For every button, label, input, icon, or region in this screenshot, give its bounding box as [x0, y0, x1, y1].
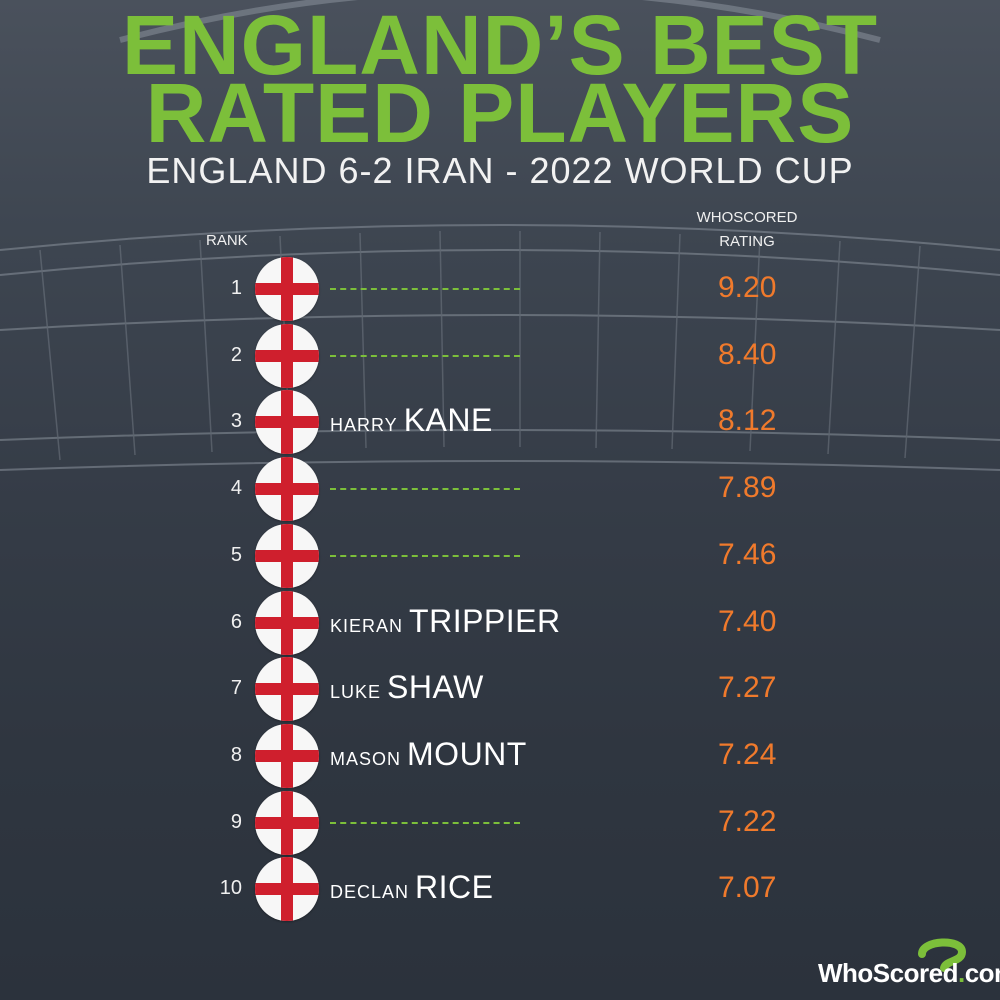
england-flag-icon — [255, 257, 319, 321]
player-rating: 7.40 — [718, 605, 777, 638]
player-rating: 7.07 — [718, 871, 777, 904]
rank-number: 4 — [230, 477, 242, 499]
player-first-name: DECLAN — [330, 882, 410, 902]
england-flag-icon — [255, 791, 319, 855]
ranking-row: 4 7.89 — [0, 457, 1000, 523]
player-first-name: KIERAN — [330, 616, 404, 636]
england-flag-icon — [255, 390, 319, 454]
player-name: MASON MOUNT — [330, 736, 527, 773]
logo-wordmark: WhoScored.com — [818, 958, 1000, 989]
england-flag-icon — [255, 857, 319, 921]
player-name: DECLAN RICE — [330, 869, 493, 906]
player-first-name: LUKE — [330, 682, 382, 702]
redacted-name-placeholder — [330, 488, 520, 490]
player-rating: 8.12 — [718, 404, 777, 437]
rank-number: 7 — [230, 677, 242, 699]
logo-dot: . — [957, 958, 965, 988]
rank-number: 1 — [230, 277, 242, 299]
player-first-name: MASON — [330, 749, 402, 769]
title-line-2: RATED PLAYERS — [145, 66, 855, 160]
rank-number: 5 — [230, 544, 242, 566]
player-last-name: MOUNT — [407, 736, 527, 772]
ranking-row: 10 DECLAN RICE 7.07 — [0, 857, 1000, 923]
rank-number: 10 — [219, 877, 242, 899]
logo-tld: com — [964, 958, 1000, 988]
rating-header-line-2: RATING — [719, 233, 775, 250]
ranking-row: 2 8.40 — [0, 324, 1000, 390]
england-flag-icon — [255, 657, 319, 721]
player-last-name: TRIPPIER — [409, 603, 561, 639]
player-rating: 7.22 — [718, 805, 777, 838]
player-first-name: HARRY — [330, 415, 398, 435]
player-name: HARRY KANE — [330, 402, 493, 439]
player-rating: 7.24 — [718, 738, 777, 771]
england-flag-icon — [255, 324, 319, 388]
redacted-name-placeholder — [330, 555, 520, 557]
player-rating: 7.27 — [718, 671, 777, 704]
rank-number: 8 — [230, 744, 242, 766]
rating-header: WHOSCORED RATING — [672, 206, 822, 254]
player-last-name: RICE — [415, 869, 494, 905]
title-line-1: ENGLAND’S BEST — [121, 0, 879, 92]
player-name: LUKE SHAW — [330, 669, 484, 706]
question-mark-icon — [918, 938, 966, 972]
player-last-name: KANE — [403, 402, 493, 438]
ranking-row: 6 KIERAN TRIPPIER 7.40 — [0, 591, 1000, 657]
logo-name: WhoScored — [818, 958, 958, 988]
rank-number: 3 — [230, 410, 242, 432]
redacted-name-placeholder — [330, 288, 520, 290]
rank-header: RANK — [206, 232, 248, 249]
england-flag-icon — [255, 591, 319, 655]
ranking-row: 1 9.20 — [0, 257, 1000, 323]
rank-number: 2 — [230, 344, 242, 366]
redacted-name-placeholder — [330, 822, 520, 824]
player-rating: 7.89 — [718, 471, 777, 504]
redacted-name-placeholder — [330, 355, 520, 357]
whoscored-logo: WhoScored.com — [818, 936, 1000, 996]
rank-number: 9 — [230, 811, 242, 833]
england-flag-icon — [255, 457, 319, 521]
player-rating: 7.46 — [718, 538, 777, 571]
ranking-row: 7 LUKE SHAW 7.27 — [0, 657, 1000, 723]
ranking-row: 3 HARRY KANE 8.12 — [0, 390, 1000, 456]
player-rating: 8.40 — [718, 338, 777, 371]
england-flag-icon — [255, 524, 319, 588]
england-flag-icon — [255, 724, 319, 788]
ranking-row: 8 MASON MOUNT 7.24 — [0, 724, 1000, 790]
rank-number: 6 — [230, 611, 242, 633]
ranking-row: 9 7.22 — [0, 791, 1000, 857]
player-rating: 9.20 — [718, 271, 777, 304]
subtitle: ENGLAND 6-2 IRAN - 2022 WORLD CUP — [146, 150, 854, 191]
rating-header-line-1: WHOSCORED — [696, 209, 798, 226]
player-last-name: SHAW — [387, 669, 484, 705]
player-name: KIERAN TRIPPIER — [330, 603, 561, 640]
ranking-row: 5 7.46 — [0, 524, 1000, 590]
